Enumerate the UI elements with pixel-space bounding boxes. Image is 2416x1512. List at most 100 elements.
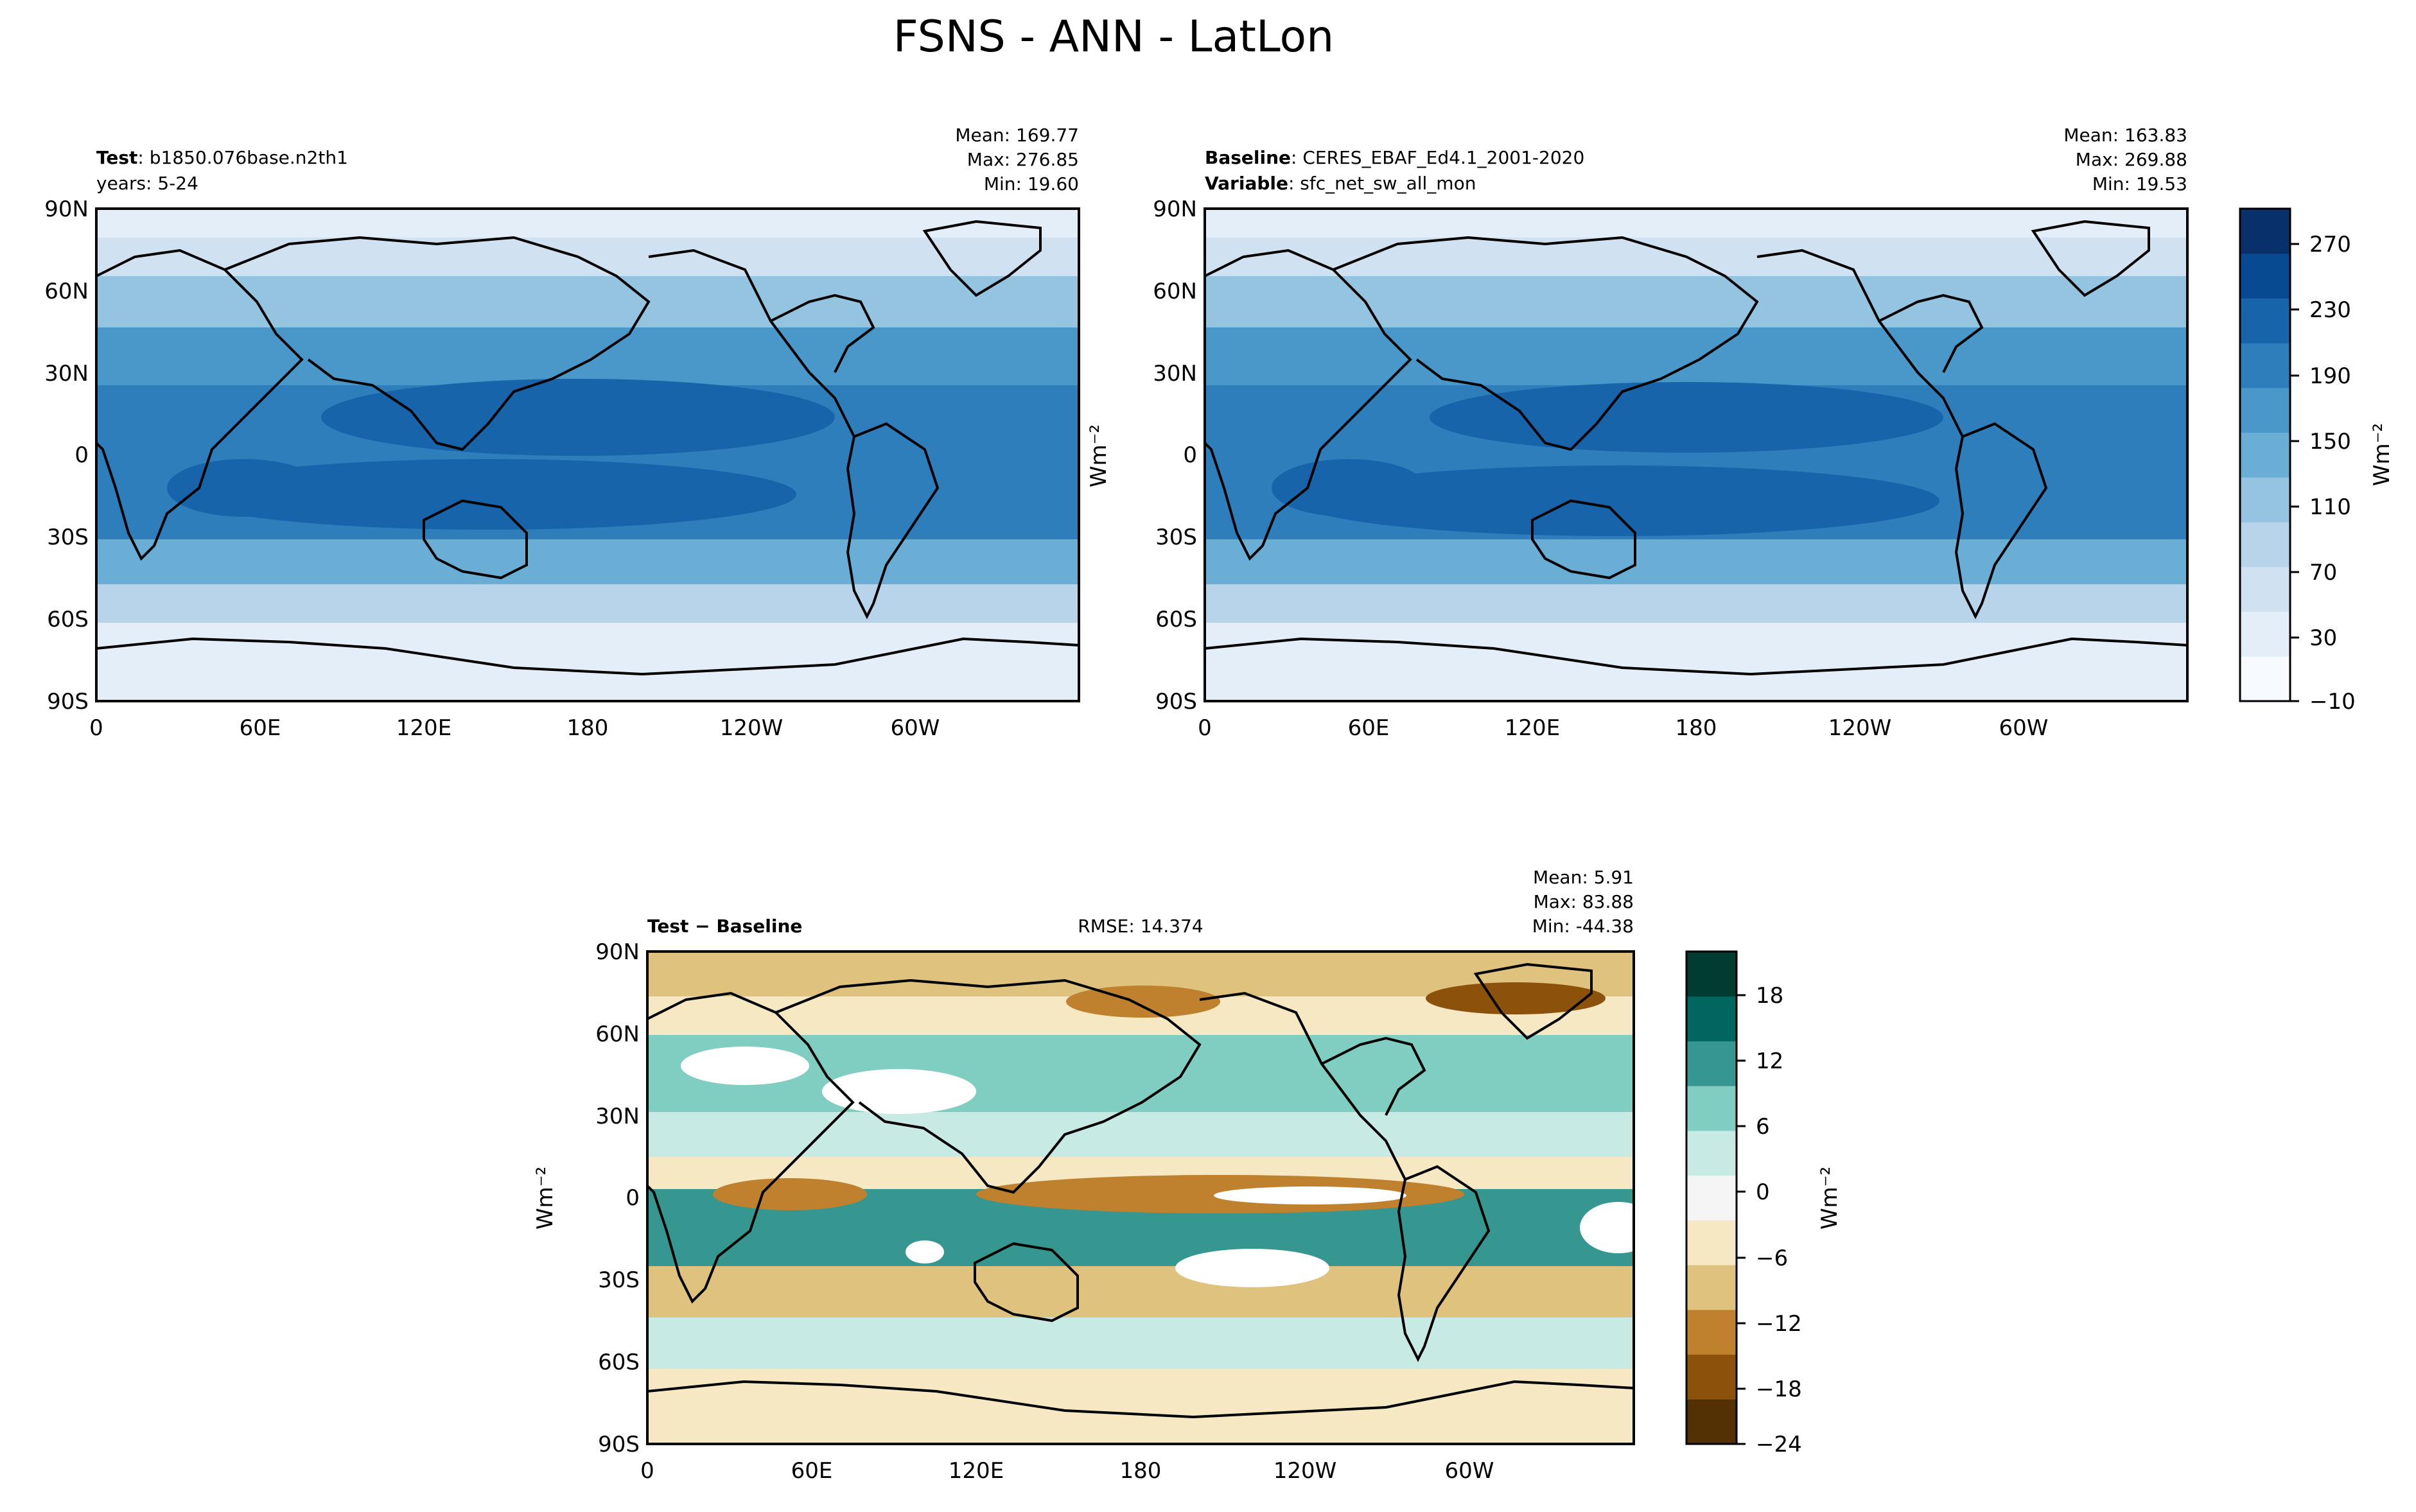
map-band-8 — [1205, 623, 2187, 701]
colorbar-tick: −6 — [1756, 1246, 1788, 1271]
panel-baseline-mean: Mean: 163.83 — [2063, 125, 2187, 146]
colorbar-swatches — [1686, 952, 1737, 1445]
colorbar-swatch — [1686, 1086, 1737, 1131]
map-band-4 — [1205, 327, 2187, 385]
panel-baseline-header-line2: Variable: sfc_net_sw_all_mon — [1205, 173, 1476, 194]
lat-tick: 60N — [595, 1021, 640, 1047]
panel-test-min: Min: 19.60 — [984, 173, 1079, 195]
colorbar-brbg: 18 12 6 0 −6 −12 −18 −24 Wm⁻² — [1685, 950, 1843, 1457]
panel-test-header-line2: years: 5-24 — [96, 173, 198, 194]
figure-title: FSNS - ANN - LatLon — [893, 12, 1335, 62]
colorbar-tick: 30 — [2309, 625, 2337, 651]
panel-test-mean: Mean: 169.77 — [955, 125, 1079, 146]
lon-tick: 120W — [1274, 1458, 1337, 1484]
colorbar-label: Wm⁻² — [2369, 423, 2395, 486]
map-band-4 — [96, 327, 1079, 385]
colorbar-swatch — [2240, 209, 2290, 254]
panel-diff-ylabel: Wm⁻² — [532, 1167, 558, 1230]
colorbar-ticks: 270 230 190 150 110 70 30 −10 — [2309, 232, 2356, 715]
colorbar-swatch — [1686, 1354, 1737, 1400]
coastlines — [646, 962, 1634, 1419]
panel-baseline-lat-axis: 90N 60N 30N 0 30S 60S 90S — [1153, 196, 1197, 715]
colorbar-swatch — [2240, 253, 2290, 299]
map-frame — [646, 950, 1635, 1445]
colorbar-tick: 110 — [2309, 494, 2351, 520]
lat-tick: 90S — [598, 1432, 640, 1457]
lon-tick: 60E — [791, 1458, 833, 1484]
lon-tick: 60W — [891, 715, 940, 741]
panel-baseline-label: Baseline — [1205, 147, 1291, 168]
lon-tick: 120W — [1828, 715, 1892, 741]
colorbar-swatch — [2240, 656, 2290, 702]
lat-tick: 30S — [598, 1267, 640, 1293]
diff-blob-atlantic — [713, 1178, 867, 1210]
panel-baseline-map — [1204, 207, 2189, 702]
lon-tick: 0 — [640, 1458, 654, 1484]
colorbar-swatch — [1686, 1265, 1737, 1310]
coastlines — [1204, 220, 2188, 676]
colorbar-tick: 150 — [2309, 429, 2351, 455]
map-blob-atlantic — [167, 459, 321, 517]
panel-diff-max: Max: 83.88 — [1534, 891, 1634, 912]
colorbar-tick-marks — [1737, 994, 1746, 1445]
colorbar-swatch — [1686, 1175, 1737, 1221]
map-blob-south-pacific — [180, 459, 796, 530]
diff-blob-siberia — [1066, 986, 1220, 1018]
diff-blob-south-pacific-white — [1175, 1249, 1329, 1287]
panel-diff-lat-axis: 90N 60N 30N 0 30S 60S 90S — [595, 939, 640, 1457]
panel-test: Test: b1850.076base.n2th1 years: 5-24 Me… — [44, 125, 1080, 741]
lat-tick: 60S — [47, 607, 89, 632]
colorbar-swatch — [2240, 611, 2290, 657]
colorbar-swatch — [2240, 298, 2290, 343]
diff-band-north-mid — [647, 1035, 1634, 1112]
colorbar-swatch — [1686, 1309, 1737, 1355]
lat-tick: 30N — [1153, 361, 1197, 387]
map-frame — [95, 207, 1080, 702]
panel-test-lon-axis: 0 60E 120E 180 120W 60W — [89, 715, 940, 741]
diff-blob-europe-white — [681, 1047, 809, 1085]
map-band-7 — [1205, 584, 2187, 623]
diff-band-southern-ocean — [647, 1317, 1634, 1369]
colorbar-tick: −24 — [1756, 1432, 1802, 1457]
colorbar-blues: 270 230 190 150 110 70 30 −10 Wm⁻² — [2239, 207, 2395, 715]
diff-blob-greenland — [1426, 982, 1606, 1014]
colorbar-tick: −12 — [1756, 1311, 1802, 1337]
diff-band-antarctic — [647, 1369, 1634, 1444]
lat-tick: 60N — [44, 279, 89, 304]
map-band-3 — [1205, 276, 2187, 327]
colorbar-label: Wm⁻² — [1817, 1167, 1843, 1230]
panel-diff-map — [646, 950, 1657, 1445]
lat-tick: 90N — [595, 939, 640, 965]
panel-diff-rmse: RMSE: 14.374 — [1078, 916, 1203, 937]
lon-tick: 120W — [720, 715, 783, 741]
diff-band-south-mid — [647, 1266, 1634, 1317]
panel-baseline-max: Max: 269.88 — [2076, 149, 2187, 170]
lon-tick: 0 — [1198, 715, 1212, 741]
lon-tick: 0 — [89, 715, 103, 741]
colorbar-swatch — [2240, 522, 2290, 568]
lon-tick: 60E — [240, 715, 281, 741]
diff-band-north-sub — [647, 1112, 1634, 1157]
map-band-3 — [96, 276, 1079, 327]
panel-baseline-header-line1: Baseline: CERES_EBAF_Ed4.1_2001-2020 — [1205, 147, 1584, 168]
lon-tick: 120E — [1505, 715, 1560, 741]
diff-blob-pacific-white — [1214, 1186, 1406, 1204]
lat-tick: 0 — [1183, 442, 1197, 468]
lat-tick: 60N — [1153, 279, 1197, 304]
panel-test-header-line1: Test: b1850.076base.n2th1 — [96, 147, 348, 168]
map-blob-north-pacific — [1430, 382, 1943, 453]
colorbar-tick: −10 — [2309, 689, 2356, 715]
lat-tick: 60S — [598, 1350, 640, 1375]
lat-tick: 30N — [595, 1104, 640, 1129]
lat-tick: 30S — [1155, 525, 1197, 550]
lat-tick: 0 — [626, 1185, 640, 1211]
colorbar-tick: −18 — [1756, 1377, 1802, 1402]
panel-diff: Test − Baseline RMSE: 14.374 Mean: 5.91 … — [532, 867, 1657, 1484]
colorbar-swatch — [1686, 952, 1737, 997]
colorbar-tick: 70 — [2309, 560, 2337, 586]
panel-test-label: Test — [96, 147, 137, 168]
lat-tick: 90N — [44, 196, 89, 222]
lat-tick: 30S — [47, 525, 89, 550]
lon-tick: 60W — [1445, 1458, 1494, 1484]
